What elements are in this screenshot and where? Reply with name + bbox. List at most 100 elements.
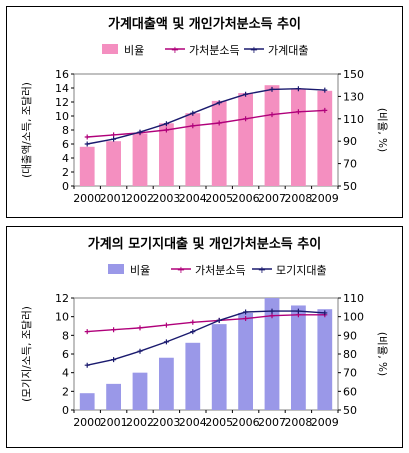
y2-axis-title: (비율, %) — [376, 108, 388, 152]
bar-2003 — [159, 357, 174, 410]
x-tick-label-6: 2006 — [232, 192, 260, 205]
y2-axis-title: (비율, %) — [376, 332, 388, 376]
y-tick-label-0: 0 — [62, 180, 69, 193]
y2-tick-label-1: 60 — [343, 385, 357, 398]
bar-2008 — [291, 305, 306, 410]
y-axis-title: (모기지/소득, 조달러) — [21, 306, 33, 402]
bar-2003 — [159, 123, 174, 186]
bar-2004 — [185, 342, 201, 410]
bar-2005 — [211, 100, 227, 186]
bar-2002 — [132, 372, 148, 410]
legend-marker-1: + — [171, 45, 179, 56]
line-point-0-2001 — [111, 327, 117, 333]
line-point-0-2001 — [111, 132, 117, 138]
y2-tick-label-5: 150 — [343, 68, 364, 81]
bar-2009 — [317, 309, 333, 410]
bar-2008 — [291, 88, 306, 186]
y2-tick-label-2: 70 — [343, 367, 357, 380]
line-series-1 — [87, 310, 325, 366]
x-tick-label-0: 2000 — [73, 192, 101, 205]
line-point-0-2002 — [137, 325, 143, 331]
line-point-0-2006 — [243, 316, 249, 322]
y2-tick-label-2: 90 — [343, 135, 357, 148]
line-point-1-2002 — [137, 348, 143, 354]
y-tick-label-6: 12 — [55, 96, 69, 109]
line-series-0 — [87, 314, 325, 333]
line-point-1-2003 — [163, 339, 169, 345]
line-point-1-2007 — [269, 86, 275, 92]
y-tick-label-2: 4 — [62, 367, 69, 380]
legend-label-0: 비율 — [124, 44, 144, 57]
legend-label-2: 가계대출 — [268, 44, 308, 57]
y-tick-label-7: 14 — [55, 82, 69, 95]
y-tick-label-5: 10 — [55, 110, 69, 123]
legend-marker-2: + — [258, 265, 266, 276]
y2-tick-label-1: 70 — [343, 158, 357, 171]
line-series-1 — [87, 87, 325, 145]
y2-tick-label-0: 50 — [343, 404, 357, 417]
chart-title: 가계의 모기지대출 및 개인가처분소득 추이 — [88, 236, 321, 252]
line-point-0-2005 — [216, 120, 222, 126]
legend-label-1: 가처분소득 — [195, 264, 246, 277]
y2-tick-label-0: 50 — [343, 180, 357, 193]
legend-label-2: 모기지대출 — [276, 264, 327, 277]
line-point-1-2009 — [322, 87, 328, 93]
x-tick-label-9: 2009 — [311, 416, 339, 429]
line-point-0-2007 — [269, 313, 275, 319]
line-point-0-2000 — [84, 134, 90, 140]
line-point-0-2007 — [269, 112, 275, 118]
chart-panel-household-loans: 가계대출액 및 개인가처분소득 추이 비율 + 가처분소득 + 가계대출 0 2 4 6 8 10 12… — [6, 6, 403, 218]
x-tick-label-8: 2008 — [284, 416, 312, 429]
x-tick-label-4: 2004 — [179, 416, 207, 429]
bar-2005 — [211, 324, 227, 410]
x-tick-label-0: 2000 — [73, 416, 101, 429]
line-point-0-2000 — [84, 329, 90, 335]
line-point-1-2000 — [84, 362, 90, 368]
x-tick-label-6: 2006 — [232, 416, 260, 429]
y-tick-label-0: 0 — [62, 404, 69, 417]
x-tick-label-2: 2002 — [126, 192, 154, 205]
line-point-1-2005 — [216, 100, 222, 106]
y-tick-label-4: 8 — [62, 124, 69, 137]
line-point-0-2003 — [163, 322, 169, 328]
line-point-1-2002 — [137, 129, 143, 135]
legend-marker-1: + — [177, 265, 185, 276]
x-tick-label-5: 2005 — [205, 416, 233, 429]
line-point-1-2008 — [295, 86, 301, 92]
line-point-1-2001 — [111, 136, 117, 142]
chart-title: 가계대출액 및 개인가처분소득 추이 — [108, 16, 301, 32]
y2-tick-label-4: 90 — [343, 329, 357, 342]
x-tick-label-2: 2002 — [126, 416, 154, 429]
line-point-1-2001 — [111, 357, 117, 363]
x-tick-label-8: 2008 — [284, 192, 312, 205]
y-tick-label-2: 4 — [62, 152, 69, 165]
bar-2006 — [238, 312, 253, 410]
bar-2006 — [238, 93, 253, 186]
line-series-0 — [87, 109, 325, 138]
bar-2001 — [106, 383, 121, 410]
legend-label-1: 가처분소득 — [189, 44, 240, 57]
bar-2007 — [264, 298, 280, 410]
line-point-0-2003 — [163, 127, 169, 133]
line-point-0-2008 — [295, 109, 301, 115]
bar-2000 — [79, 146, 95, 186]
x-tick-label-1: 2001 — [100, 416, 128, 429]
line-point-1-2006 — [243, 309, 249, 315]
y-tick-label-3: 6 — [62, 348, 69, 361]
y2-tick-label-3: 110 — [343, 113, 364, 126]
line-point-1-2007 — [269, 308, 275, 314]
bar-2001 — [106, 141, 121, 186]
line-point-1-2004 — [190, 329, 196, 335]
y2-tick-label-6: 110 — [343, 292, 364, 305]
bar-2000 — [79, 393, 95, 410]
chart-border — [6, 226, 403, 448]
line-point-0-2006 — [243, 116, 249, 122]
chart-border — [6, 6, 403, 218]
bar-2009 — [317, 90, 333, 186]
y-tick-label-1: 2 — [62, 385, 69, 398]
y-tick-label-1: 2 — [62, 166, 69, 179]
x-tick-label-1: 2001 — [100, 192, 128, 205]
legend-marker-2: + — [250, 45, 258, 56]
x-tick-label-4: 2004 — [179, 192, 207, 205]
